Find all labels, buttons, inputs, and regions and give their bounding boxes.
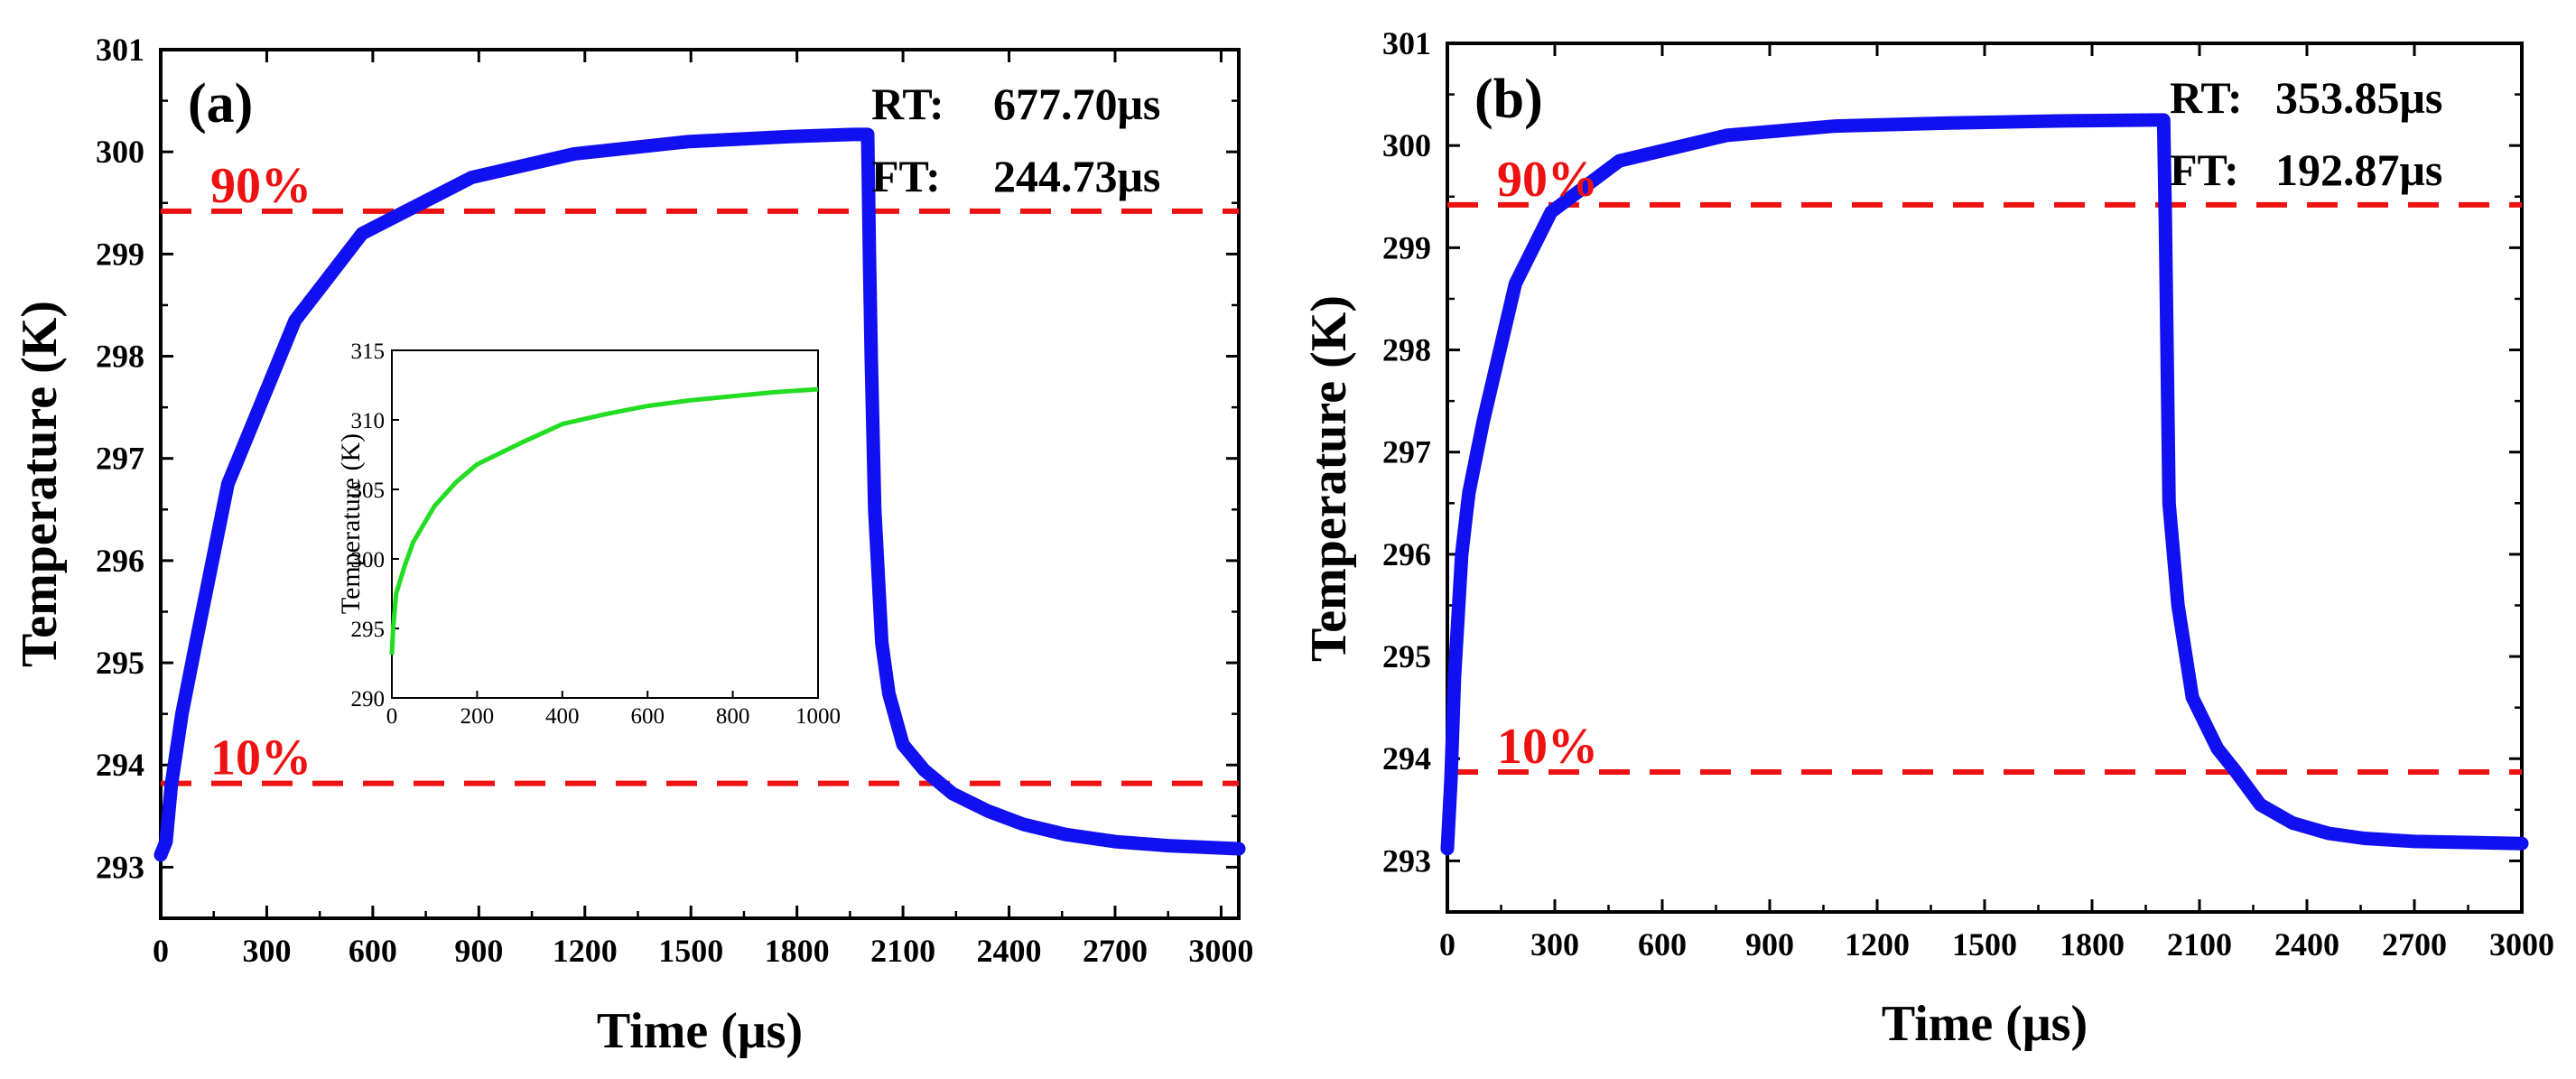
- panel-b-label: (b): [1474, 69, 1543, 130]
- x-tick-label-a: 2700: [1083, 933, 1148, 969]
- inset-y-tick-label: 305: [351, 479, 386, 503]
- x-tick-label-a: 1200: [553, 933, 618, 969]
- y-tick-label-b: 294: [1382, 740, 1431, 777]
- panel-a-y-axis-title: Temperature (K): [12, 301, 68, 667]
- panel-b-ft-label: FT:: [2170, 144, 2239, 195]
- x-tick-label-b: 3000: [2489, 926, 2554, 963]
- panel-a-ft-value: 244.73μs: [993, 151, 1160, 201]
- x-tick-label-b: 2400: [2274, 926, 2339, 963]
- series-line-a-0: [153, 127, 1246, 862]
- panel-b-x-axis-title: Time (μs): [1882, 996, 2088, 1052]
- x-tick-label-b: 2700: [2382, 926, 2447, 963]
- x-tick-label-a: 600: [349, 933, 397, 969]
- y-tick-label-b: 297: [1382, 434, 1431, 470]
- panel-a-grid-ticks: 0 300 600 900 1200 1500 1800 2100 2400 2700 300029…: [96, 32, 1253, 969]
- y-tick-label-b: 296: [1382, 536, 1431, 572]
- x-tick-label-b: 300: [1530, 926, 1579, 963]
- panel-b-threshold-labels: 90% 10%: [1497, 152, 1598, 775]
- panel-a-x-axis-title: Time (μs): [597, 1003, 803, 1059]
- x-tick-label-b: 2100: [2167, 926, 2232, 963]
- threshold-label-10pct: 10%: [210, 730, 312, 786]
- panel-b-threshold-lines: [1447, 201, 2522, 775]
- y-tick-label-b: 301: [1382, 25, 1431, 61]
- inset-y-tick-label: 315: [351, 340, 386, 364]
- panel-a-rt-value: 677.70μs: [993, 79, 1160, 129]
- panel-b-ft-value: 192.87μs: [2275, 144, 2442, 195]
- inset-x-tick-label: 1000: [795, 704, 841, 729]
- panel-b-series: [1440, 113, 2529, 856]
- inset-y-axis-title: Temperature (K): [336, 433, 366, 614]
- y-tick-label-b: 295: [1382, 638, 1431, 674]
- y-tick-label-a: 295: [96, 645, 144, 681]
- inset-ticks: 0 200 400 600 800 1000 290 295 300 305 310 315: [351, 340, 842, 729]
- panel-a-plot-frame: [159, 48, 1241, 920]
- panel-a-rt-label: RT:: [871, 79, 944, 129]
- panel-b-y-axis-title: Temperature (K): [1301, 295, 1357, 662]
- inset-series: [389, 386, 819, 656]
- y-tick-label-a: 297: [96, 441, 144, 477]
- panel-a-label: (a): [188, 73, 253, 135]
- x-tick-label-b: 0: [1439, 926, 1455, 963]
- x-tick-label-b: 1800: [2060, 926, 2125, 963]
- x-tick-label-b: 900: [1745, 926, 1794, 963]
- x-tick-label-a: 2400: [977, 933, 1042, 969]
- panel-a-threshold-lines: [161, 208, 1239, 786]
- panel-b-grid-ticks: 0 300 600 900 1200 1500 1800 2100 2400 2700 3000 29…: [1382, 25, 2554, 963]
- y-tick-label-a: 294: [96, 747, 144, 783]
- x-tick-label-a: 900: [454, 933, 503, 969]
- y-tick-label-b: 300: [1382, 127, 1431, 163]
- x-tick-label-a: 300: [242, 933, 291, 969]
- x-tick-label-a: 1500: [658, 933, 723, 969]
- y-tick-label-b: 293: [1382, 842, 1431, 879]
- panel-a-inset: 0 200 400 600 800 1000 290 295 300 305 310 315 Temp…: [336, 340, 841, 729]
- panel-a-series: [153, 127, 1246, 862]
- inset-plot-frame: [391, 349, 819, 699]
- panel-a: 0 300 600 900 1200 1500 1800 2100 2400 2700 300029…: [12, 32, 1253, 1059]
- y-tick-label-a: 298: [96, 339, 144, 375]
- y-tick-label-b: 299: [1382, 229, 1431, 265]
- panel-b: 0 300 600 900 1200 1500 1800 2100 2400 2700 3000 29…: [1301, 25, 2554, 1052]
- panel-b-rt-value: 353.85μs: [2275, 72, 2442, 123]
- panel-b-rt-label: RT:: [2170, 72, 2243, 123]
- y-tick-label-a: 296: [96, 543, 144, 579]
- y-tick-label-a: 293: [96, 849, 144, 885]
- panel-a-ft-label: FT:: [871, 151, 941, 201]
- inset-y-tick-label: 310: [351, 409, 386, 433]
- inset-x-tick-label: 400: [545, 704, 580, 729]
- inset-x-tick-label: 800: [716, 704, 750, 729]
- x-tick-label-b: 1200: [1845, 926, 1910, 963]
- inset-y-tick-label: 295: [351, 618, 386, 642]
- inset-y-tick-label: 290: [351, 687, 386, 712]
- inset-x-tick-label: 200: [460, 704, 495, 729]
- y-tick-label-b: 298: [1382, 332, 1431, 368]
- inset-x-tick-label: 0: [386, 704, 398, 729]
- x-tick-label-b: 600: [1638, 926, 1687, 963]
- threshold-label-90pct: 90%: [210, 158, 312, 214]
- inset-y-tick-label: 300: [351, 548, 386, 572]
- inset-series-line-0: [389, 386, 819, 656]
- x-tick-label-b: 1500: [1952, 926, 2017, 963]
- series-line-b-0: [1440, 113, 2529, 856]
- x-tick-label-a: 2100: [870, 933, 935, 969]
- y-tick-label-a: 300: [96, 134, 144, 170]
- y-tick-label-a: 301: [96, 32, 144, 68]
- threshold-label-10pct: 10%: [1497, 719, 1598, 775]
- x-tick-label-a: 3000: [1188, 933, 1253, 969]
- panel-a-threshold-labels: 90% 10%: [210, 158, 312, 786]
- y-tick-label-a: 299: [96, 236, 144, 272]
- threshold-label-90pct: 90%: [1497, 152, 1598, 208]
- x-tick-label-a: 0: [153, 933, 169, 969]
- inset-x-tick-label: 600: [630, 704, 665, 729]
- x-tick-label-a: 1800: [765, 933, 830, 969]
